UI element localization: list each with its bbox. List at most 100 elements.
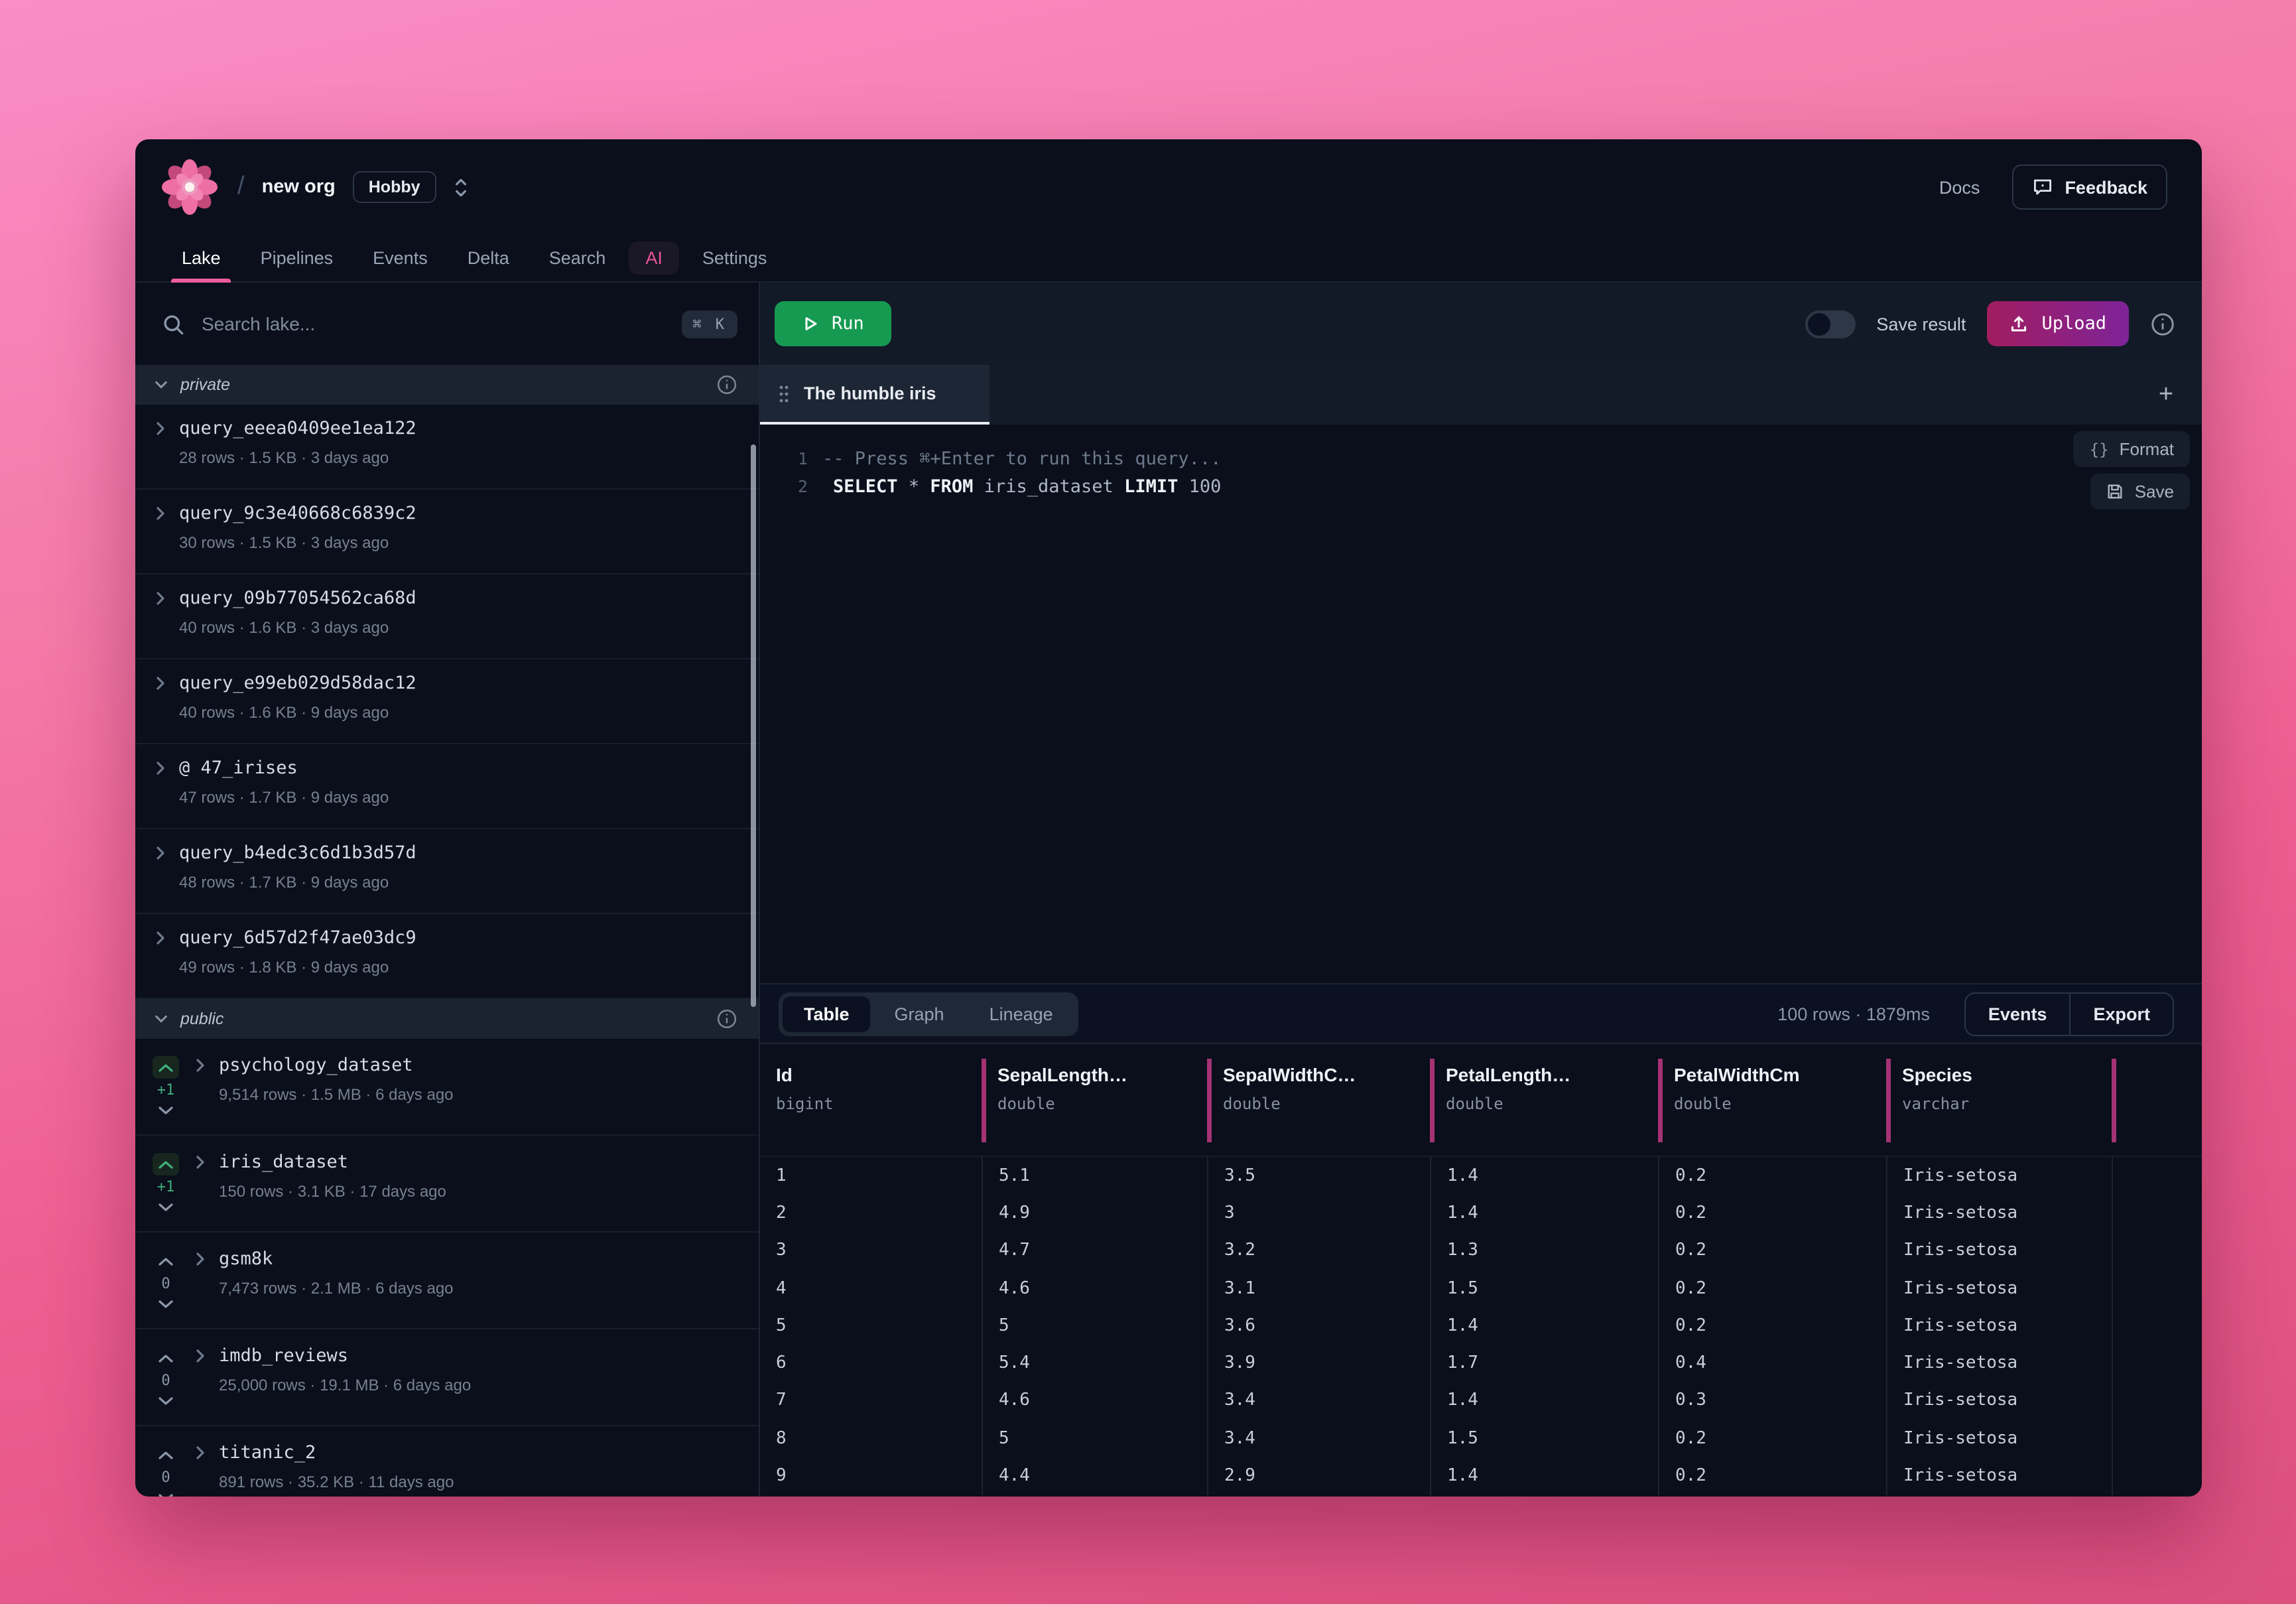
org-name[interactable]: new org [261,176,336,198]
format-button[interactable]: {} Format [2073,431,2190,467]
table-row[interactable]: 8 5 3.4 1.5 0.2 Iris-setosa [760,1420,2202,1457]
vote-count: +1 [157,1178,175,1195]
tab-pipelines[interactable]: Pipelines [260,248,334,268]
toggle-knob [1807,312,1830,335]
tab-settings[interactable]: Settings [702,248,767,268]
item-name: iris_dataset [219,1152,349,1173]
search-lake-input[interactable]: Search lake... ⌘ K [135,283,759,365]
chevron-down-icon [154,1014,168,1024]
tab-search[interactable]: Search [548,248,606,268]
plan-badge: Hobby [352,171,436,203]
downvote-icon[interactable] [153,1295,179,1313]
section-header-public[interactable]: public [135,999,759,1039]
add-tab-button[interactable]: + [2158,380,2174,408]
downvote-icon[interactable] [153,1392,179,1410]
lake-query-item[interactable]: query_e99eb029d58dac12 40 rows · 1.6 KB … [135,659,759,744]
cell-petal-length: 1.4 [1430,1194,1658,1233]
info-icon[interactable] [716,1008,737,1030]
save-result-toggle[interactable] [1805,310,1856,338]
info-icon[interactable] [2150,311,2175,336]
lake-query-item[interactable]: query_b4edc3c6d1b3d57d 48 rows · 1.7 KB … [135,829,759,914]
grip-icon[interactable] [779,384,789,403]
tab-delta[interactable]: Delta [467,248,509,268]
view-tab-graph[interactable]: Graph [894,1004,944,1024]
dataset-item[interactable]: +1 [135,1039,759,1136]
downvote-icon[interactable] [153,1489,179,1497]
downvote-icon[interactable] [153,1101,179,1120]
column-type: double [997,1095,1055,1113]
info-icon[interactable] [716,374,737,395]
table-row[interactable]: 3 4.7 3.2 1.3 0.2 Iris-setosa [760,1232,2202,1270]
downvote-icon[interactable] [153,1198,179,1217]
column-header[interactable]: Species varchar [1886,1044,2112,1156]
private-items-list: query_eeea0409ee1ea122 28 rows · 1.5 KB … [135,405,759,999]
item-name: query_eeea0409ee1ea122 [179,418,416,439]
public-items-list: +1 [135,1039,759,1497]
org-switcher: / new org Hobby [159,157,468,218]
table-row[interactable]: 1 5.1 3.5 1.4 0.2 Iris-setosa [760,1157,2202,1195]
item-name: query_6d57d2f47ae03dc9 [179,927,416,949]
upvote-icon[interactable] [153,1250,179,1272]
line-number: 2 [797,476,808,496]
cell-id: 5 [776,1315,787,1336]
docs-link[interactable]: Docs [1939,177,1980,197]
tab-events[interactable]: Events [373,248,428,268]
upvote-icon[interactable] [153,1347,179,1369]
table-row[interactable]: 5 5 3.6 1.4 0.2 Iris-setosa [760,1307,2202,1345]
cell-id: 1 [776,1166,787,1186]
query-tab-active[interactable]: The humble iris [760,365,989,425]
cell-sepal-length: 4.6 [982,1382,1207,1420]
upvote-icon[interactable] [153,1153,179,1175]
app-logo-icon[interactable] [159,157,220,218]
cell-id: 8 [776,1428,787,1449]
column-header[interactable]: PetalLength… double [1430,1044,1658,1156]
cell-species: Iris-setosa [1886,1420,2112,1457]
dataset-item[interactable]: 0 g [135,1233,759,1329]
upload-button[interactable]: Upload [1987,301,2129,346]
item-name: gsm8k [219,1248,273,1270]
view-tab-lineage[interactable]: Lineage [989,1004,1053,1024]
table-row[interactable]: 7 4.6 3.4 1.4 0.3 Iris-setosa [760,1382,2202,1420]
lake-query-item[interactable]: query_9c3e40668c6839c2 30 rows · 1.5 KB … [135,490,759,574]
save-button[interactable]: Save [2090,474,2190,509]
cell-petal-length: 1.3 [1430,1232,1658,1270]
column-header[interactable]: SepalWidthC… double [1207,1044,1430,1156]
tab-lake[interactable]: Lake [164,235,238,283]
tab-ai[interactable]: AI [628,241,680,275]
lake-query-item[interactable]: query_eeea0409ee1ea122 28 rows · 1.5 KB … [135,405,759,490]
table-row[interactable]: 2 4.9 3 1.4 0.2 Iris-setosa [760,1194,2202,1233]
dataset-item[interactable]: +1 [135,1136,759,1233]
cell-sepal-length: 5.4 [982,1344,1207,1382]
column-header[interactable]: Id bigint [760,1044,982,1156]
table-row[interactable]: 4 4.6 3.1 1.5 0.2 Iris-setosa [760,1269,2202,1307]
view-tab-table[interactable]: Table [783,996,871,1032]
column-header[interactable]: PetalWidthCm double [1658,1044,1886,1156]
cell-sepal-width: 3 [1207,1194,1430,1233]
column-header[interactable]: SepalLength… double [982,1044,1207,1156]
item-name: imdb_reviews [219,1345,349,1367]
run-button[interactable]: Run [775,301,892,346]
lake-query-item[interactable]: query_09b77054562ca68d 40 rows · 1.6 KB … [135,574,759,659]
section-header-private[interactable]: private [135,365,759,405]
sql-editor[interactable]: 1 -- Press ⌘+Enter to run this query... … [760,425,2202,983]
events-button[interactable]: Events [1966,993,2070,1034]
upvote-icon[interactable] [153,1056,179,1079]
lake-query-item[interactable]: @ 47_irises 47 rows · 1.7 KB · 9 days ag… [135,744,759,829]
sidebar-scrollbar-thumb[interactable] [751,444,756,1007]
query-tabbar: The humble iris + [760,365,2202,425]
feedback-button[interactable]: Feedback [2011,165,2167,210]
lake-query-item[interactable]: query_6d57d2f47ae03dc9 49 rows · 1.8 KB … [135,914,759,999]
dataset-item[interactable]: 0 i [135,1329,759,1426]
table-row[interactable]: 6 5.4 3.9 1.7 0.4 Iris-setosa [760,1344,2202,1382]
org-switcher-icon[interactable] [454,176,468,198]
vote-count: 0 [161,1372,170,1389]
cell-petal-width: 0.2 [1658,1269,1886,1307]
cell-petal-length: 1.5 [1430,1420,1658,1457]
dataset-item[interactable]: 0 t [135,1426,759,1497]
upvote-icon[interactable] [153,1443,179,1466]
table-row[interactable]: 9 4.4 2.9 1.4 0.2 Iris-setosa [760,1457,2202,1495]
sql-statement: SELECT * FROM iris_dataset LIMIT 100 [833,476,1222,497]
sidebar-scroll-area[interactable]: private [135,365,759,1497]
export-button[interactable]: Export [2069,993,2173,1034]
item-meta: 30 rows · 1.5 KB · 3 days ago [179,533,389,552]
